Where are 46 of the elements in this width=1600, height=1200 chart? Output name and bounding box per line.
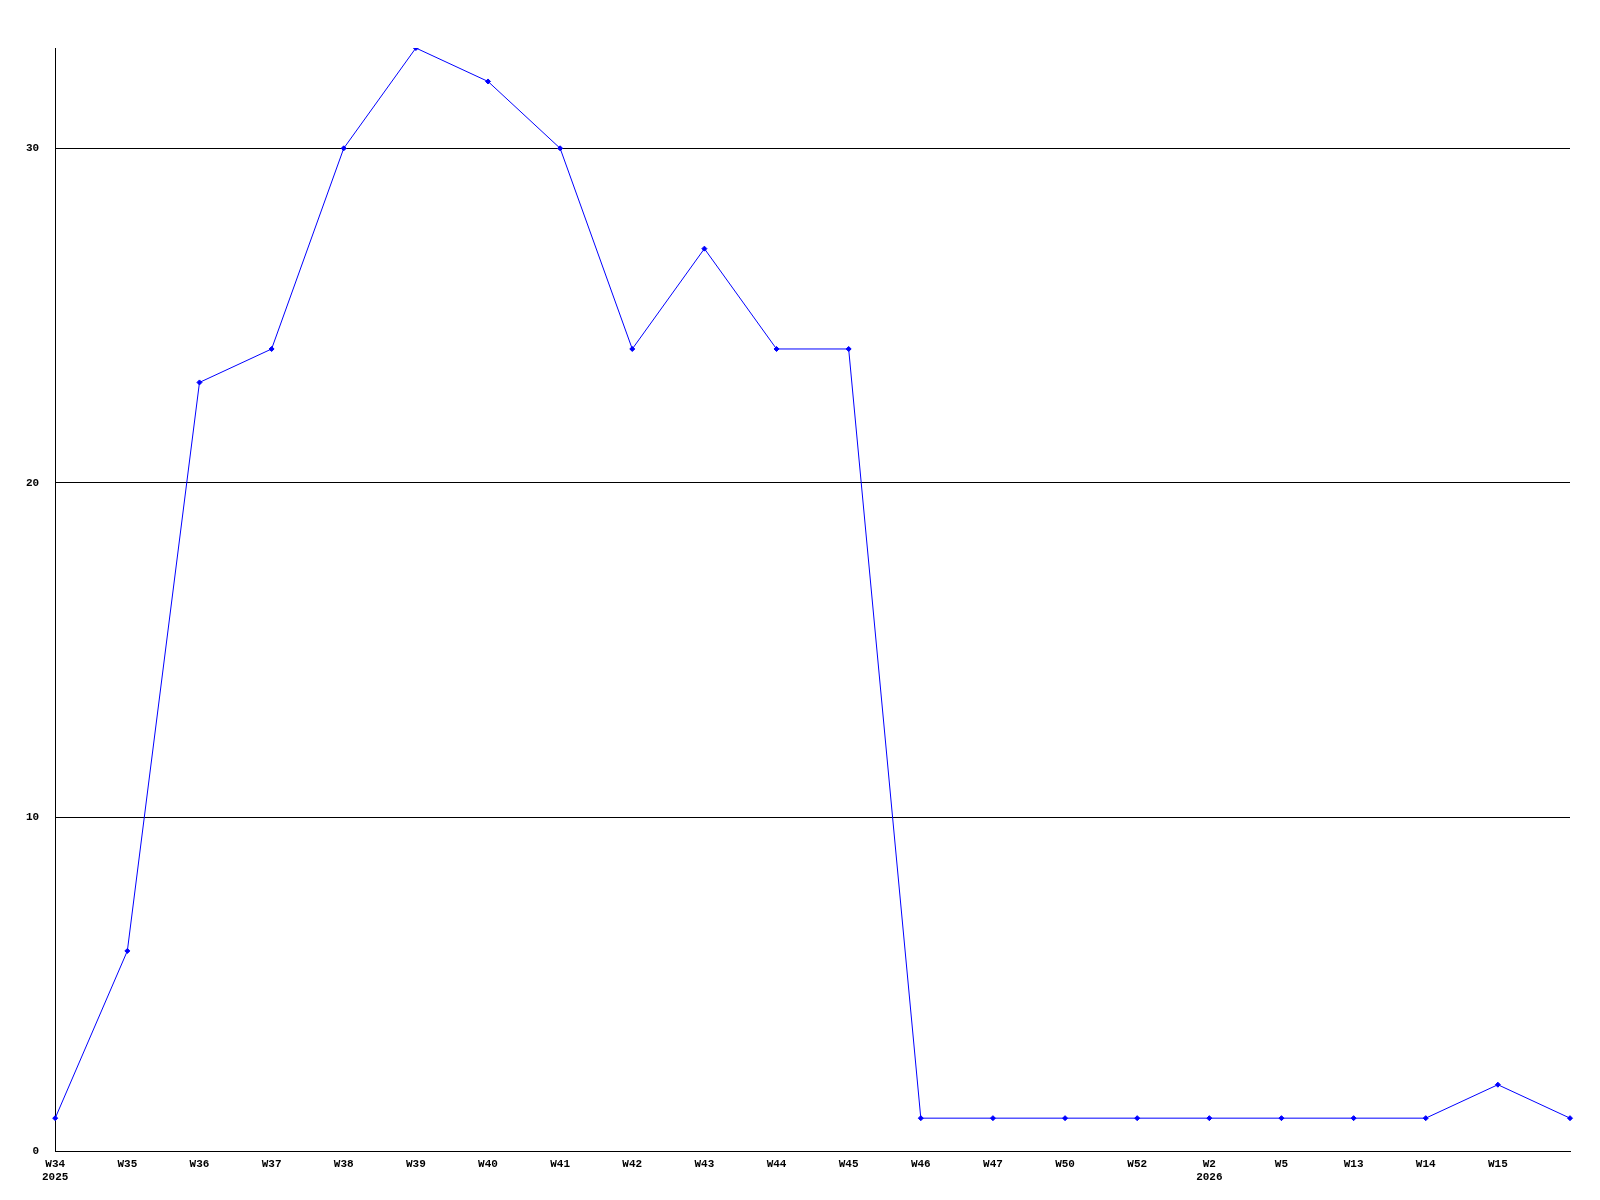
x-tick-label: W47 bbox=[983, 1157, 1003, 1170]
point bbox=[1350, 1115, 1357, 1122]
point bbox=[845, 345, 852, 352]
x-tick-label: W38 bbox=[333, 1157, 355, 1170]
point bbox=[1206, 1115, 1213, 1122]
point bbox=[1278, 1115, 1285, 1122]
y-tick-label: 10 bbox=[26, 810, 40, 823]
x-tick-label: W15 bbox=[1487, 1157, 1509, 1170]
x-tick-label: W14 bbox=[1415, 1157, 1437, 1170]
x-tick-label: W50 bbox=[1055, 1157, 1075, 1170]
x-tick-label: W5 bbox=[1274, 1157, 1289, 1170]
x-tick-label: W34 2025 bbox=[42, 1157, 69, 1184]
point bbox=[989, 1115, 996, 1122]
x-tick-label: W40 bbox=[478, 1157, 498, 1170]
y-tick-label: 30 bbox=[26, 142, 40, 155]
point bbox=[52, 1115, 59, 1122]
y-tick-label: 0 bbox=[32, 1145, 40, 1158]
y-tick-label: 20 bbox=[26, 476, 40, 489]
point bbox=[629, 345, 636, 352]
x-tick-label: W37 bbox=[261, 1157, 282, 1170]
x-tick-label: W44 bbox=[766, 1157, 787, 1170]
point bbox=[485, 78, 491, 85]
point bbox=[1062, 1115, 1069, 1122]
x-tick-label: W41 bbox=[550, 1157, 571, 1170]
x-tick-label: W39 bbox=[405, 1157, 426, 1170]
point bbox=[1567, 1115, 1573, 1122]
x-tick-label: W36 bbox=[189, 1157, 210, 1170]
point bbox=[701, 245, 708, 252]
point bbox=[773, 345, 780, 352]
point bbox=[268, 345, 275, 352]
x-tick-label: W52 bbox=[1127, 1157, 1148, 1170]
x-tick-label: W13 bbox=[1343, 1157, 1364, 1170]
point bbox=[124, 947, 131, 954]
x-tick-label: W42 bbox=[622, 1157, 643, 1170]
point bbox=[557, 145, 564, 152]
point bbox=[1494, 1081, 1501, 1088]
point bbox=[1134, 1115, 1141, 1122]
x-tick-label: W43 bbox=[694, 1157, 715, 1170]
point bbox=[917, 1115, 924, 1122]
x-tick-label: W35 bbox=[117, 1157, 138, 1170]
x-tick-label: W45 bbox=[838, 1157, 859, 1170]
point bbox=[196, 379, 203, 386]
x-tick-label: W2 2026 bbox=[1196, 1157, 1223, 1184]
x-tick-label: W46 bbox=[910, 1157, 931, 1170]
point bbox=[340, 145, 347, 152]
point bbox=[1422, 1115, 1429, 1122]
